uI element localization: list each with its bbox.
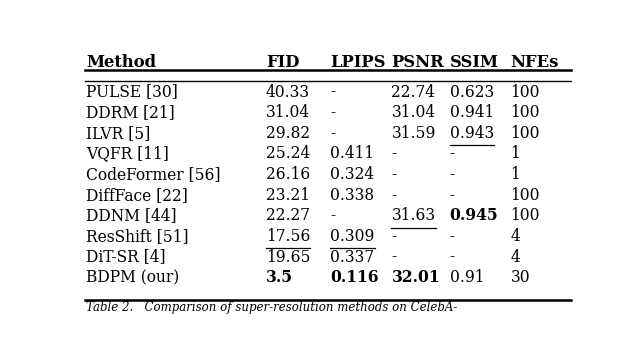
Text: -: - [449,228,454,245]
Text: -: - [392,145,397,163]
Text: -: - [449,249,454,266]
Text: 31.63: 31.63 [392,207,436,224]
Text: LPIPS: LPIPS [330,54,386,71]
Text: 0.309: 0.309 [330,228,375,245]
Text: 100: 100 [511,187,540,204]
Text: -: - [449,187,454,204]
Text: -: - [330,104,335,121]
Text: -: - [449,145,454,163]
Text: 30: 30 [511,269,530,286]
Text: 22.27: 22.27 [266,207,310,224]
Text: 100: 100 [511,104,540,121]
Text: NFEs: NFEs [511,54,559,71]
Text: 0.411: 0.411 [330,145,374,163]
Text: -: - [392,249,397,266]
Text: -: - [330,84,335,101]
Text: 22.74: 22.74 [392,84,435,101]
Text: DDNM [44]: DDNM [44] [86,207,177,224]
Text: ResShift [51]: ResShift [51] [86,228,189,245]
Text: VQFR [11]: VQFR [11] [86,145,169,163]
Text: ILVR [5]: ILVR [5] [86,125,150,142]
Text: 0.116: 0.116 [330,269,379,286]
Text: -: - [330,125,335,142]
Text: 3.5: 3.5 [266,269,293,286]
Text: 17.56: 17.56 [266,228,310,245]
Text: 0.941: 0.941 [449,104,494,121]
Text: Method: Method [86,54,156,71]
Text: 29.82: 29.82 [266,125,310,142]
Text: PSNR: PSNR [392,54,444,71]
Text: 23.21: 23.21 [266,187,310,204]
Text: 31.59: 31.59 [392,125,436,142]
Text: BDPM (our): BDPM (our) [86,269,179,286]
Text: 0.623: 0.623 [449,84,494,101]
Text: 1: 1 [511,145,520,163]
Text: DiT-SR [4]: DiT-SR [4] [86,249,166,266]
Text: 4: 4 [511,249,520,266]
Text: 26.16: 26.16 [266,166,310,183]
Text: 25.24: 25.24 [266,145,310,163]
Text: FID: FID [266,54,300,71]
Text: DDRM [21]: DDRM [21] [86,104,175,121]
Text: SSIM: SSIM [449,54,499,71]
Text: 100: 100 [511,125,540,142]
Text: 32.01: 32.01 [392,269,440,286]
Text: -: - [392,187,397,204]
Text: 0.337: 0.337 [330,249,374,266]
Text: -: - [449,166,454,183]
Text: CodeFormer [56]: CodeFormer [56] [86,166,221,183]
Text: 0.338: 0.338 [330,187,374,204]
Text: 40.33: 40.33 [266,84,310,101]
Text: 100: 100 [511,207,540,224]
Text: 100: 100 [511,84,540,101]
Text: PULSE [30]: PULSE [30] [86,84,178,101]
Text: 31.04: 31.04 [392,104,436,121]
Text: Table 2.   Comparison of super-resolution methods on CelebA-: Table 2. Comparison of super-resolution … [86,301,458,314]
Text: 0.324: 0.324 [330,166,374,183]
Text: DiffFace [22]: DiffFace [22] [86,187,188,204]
Text: -: - [330,207,335,224]
Text: -: - [392,228,397,245]
Text: -: - [392,166,397,183]
Text: 0.943: 0.943 [449,125,494,142]
Text: 0.945: 0.945 [449,207,498,224]
Text: 19.65: 19.65 [266,249,310,266]
Text: 1: 1 [511,166,520,183]
Text: 31.04: 31.04 [266,104,310,121]
Text: 4: 4 [511,228,520,245]
Text: 0.91: 0.91 [449,269,484,286]
